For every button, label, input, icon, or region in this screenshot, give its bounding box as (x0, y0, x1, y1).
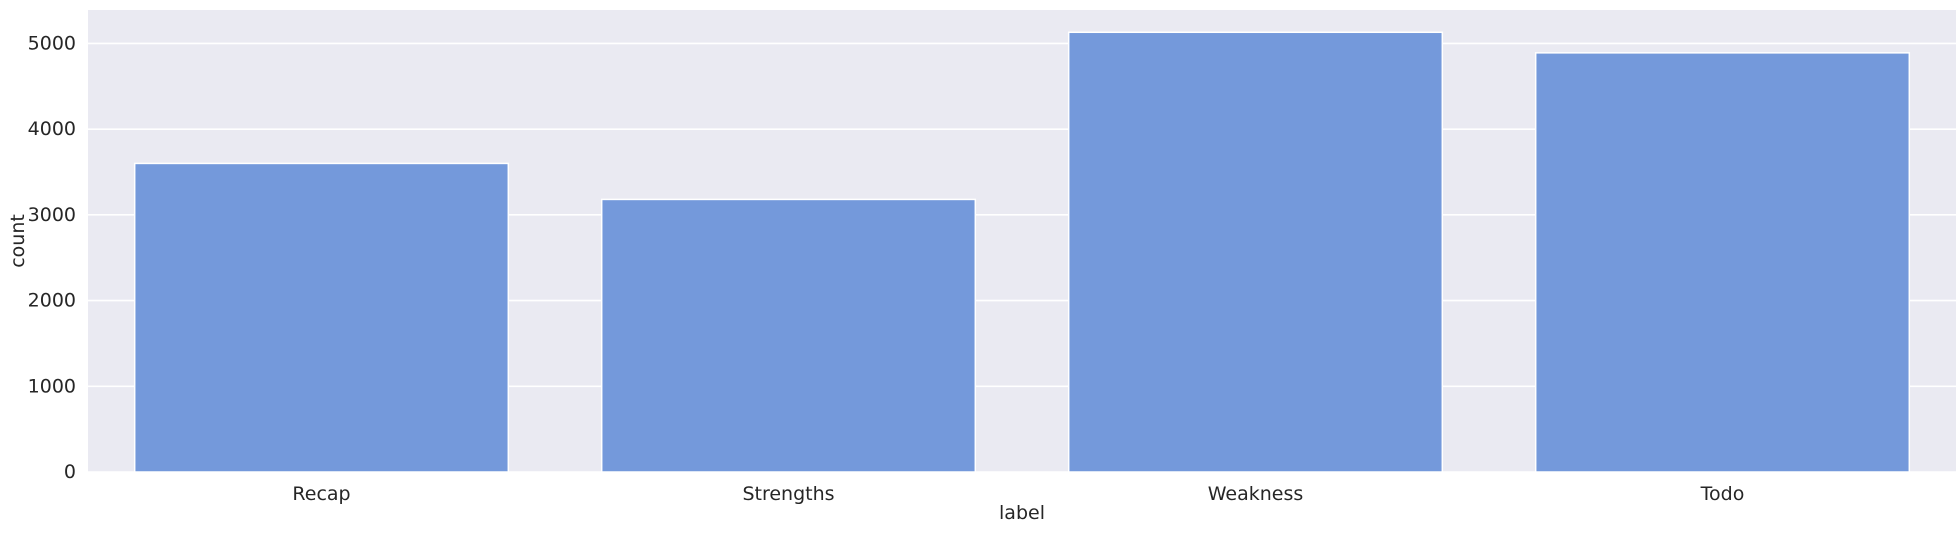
y-tick-label: 2000 (28, 290, 76, 312)
y-axis-label: count (7, 214, 29, 268)
y-tick-label: 4000 (28, 118, 76, 140)
x-tick-label: Strengths (742, 483, 834, 505)
y-tick-label: 5000 (28, 32, 76, 54)
x-tick-label: Todo (1700, 483, 1745, 505)
y-axis-tick-labels: 0 1000 2000 3000 4000 5000 (28, 32, 76, 483)
bar-weakness (1067, 31, 1444, 473)
y-tick-label: 3000 (28, 204, 76, 226)
bar-todo (1534, 52, 1911, 473)
x-tick-label: Weakness (1208, 483, 1304, 505)
y-tick-label: 1000 (28, 375, 76, 397)
bar-strengths (600, 198, 977, 473)
bar-recap (133, 162, 510, 473)
x-axis-tick-labels: Recap Strengths Weakness Todo (292, 483, 1744, 505)
bars (133, 31, 1911, 473)
y-tick-label: 0 (64, 461, 76, 483)
x-axis-label: label (999, 502, 1045, 524)
x-tick-label: Recap (292, 483, 350, 505)
